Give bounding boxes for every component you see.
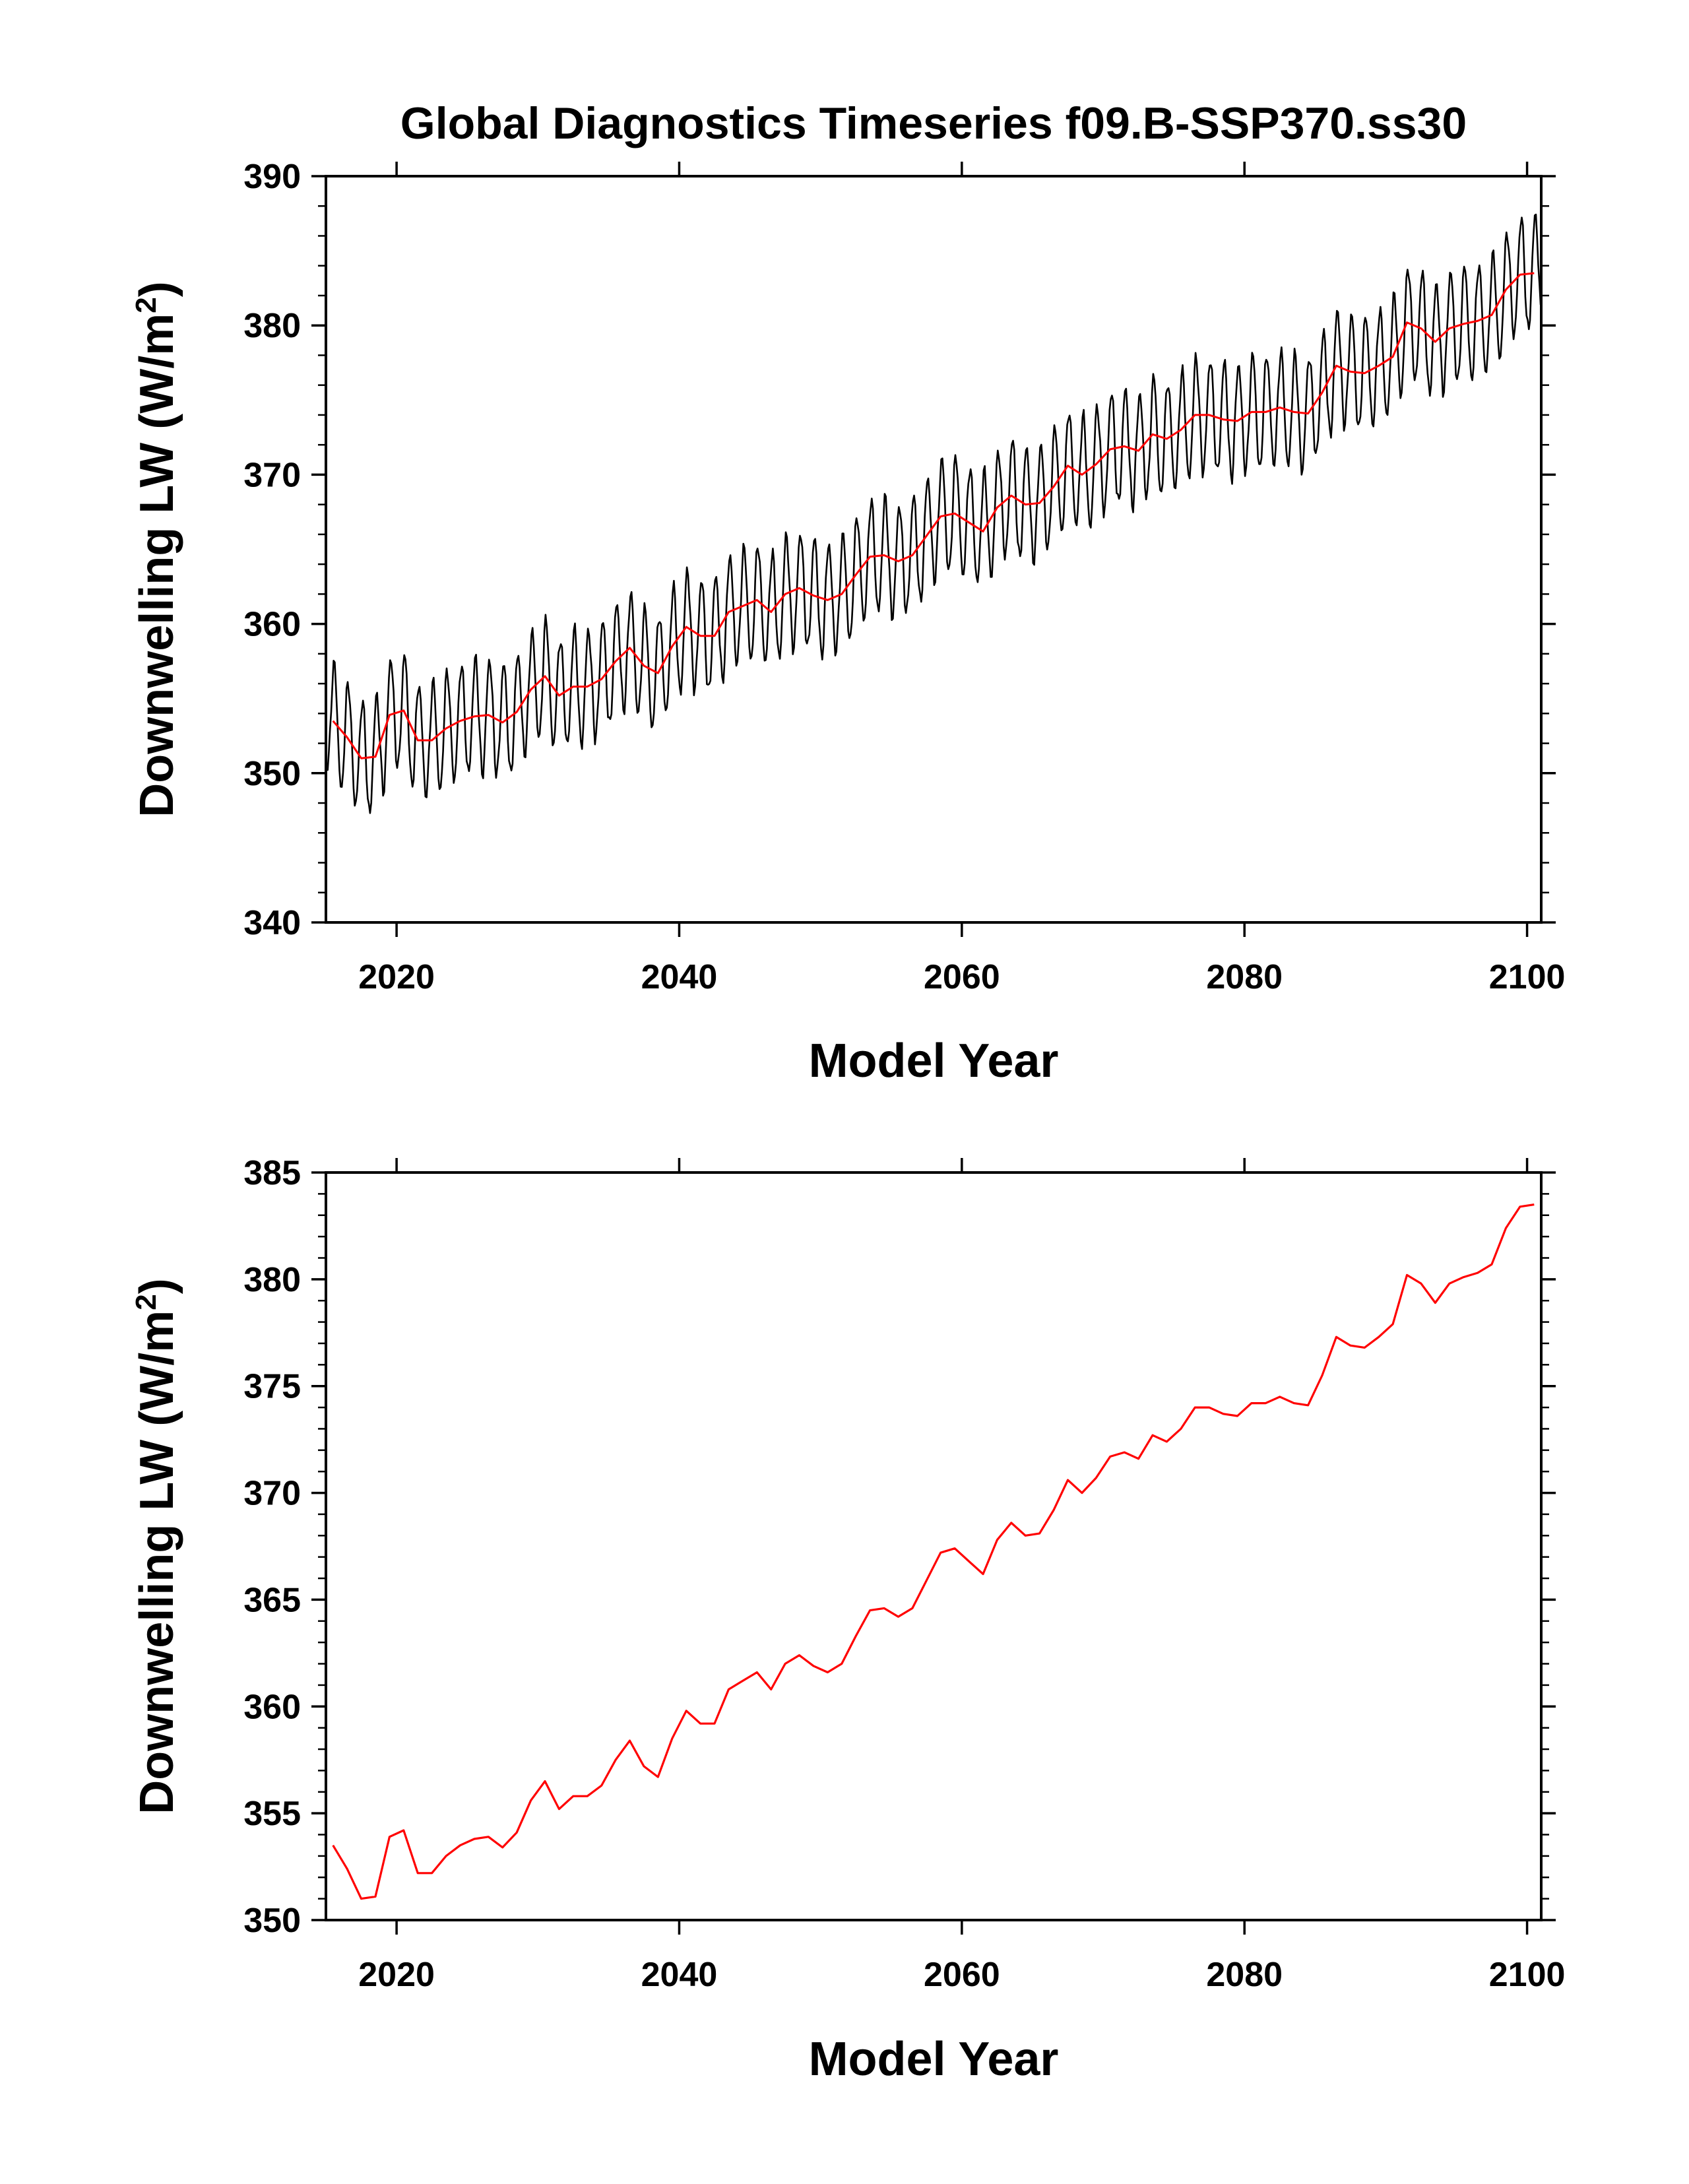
x-tick-label: 2040: [641, 1956, 718, 1994]
y-tick-label: 385: [243, 1154, 301, 1192]
bottom-panel-series: [332, 1204, 1535, 1900]
x-tick-label: 2040: [641, 958, 718, 996]
bottom-panel-ticks: [311, 1158, 1556, 1935]
y-tick-label: 390: [243, 158, 301, 196]
bottom-panel-annual: 2020 2040 2060 2080 2100 350 355 360 365 370 375 38…: [130, 1154, 1565, 2086]
y-tick-label: 380: [243, 1261, 301, 1299]
y-tick-label: 365: [243, 1581, 301, 1619]
x-tick-label: 2080: [1206, 1956, 1283, 1994]
bottom-panel-tick-labels: 2020 2040 2060 2080 2100 350 355 360 365 370 375 38…: [243, 1154, 1565, 1994]
y-tick-label: 360: [243, 1688, 301, 1726]
x-tick-label: 2060: [924, 958, 1000, 996]
top-panel-y-axis-title-sup: 2: [130, 297, 162, 313]
x-tick-label: 2080: [1206, 958, 1283, 996]
y-tick-label: 350: [243, 1902, 301, 1940]
y-tick-label: 340: [243, 904, 301, 942]
annual-mean-series-line: [332, 272, 1535, 759]
x-tick-label: 2060: [924, 1956, 1000, 1994]
top-panel-frame: [325, 175, 1543, 924]
y-tick-label: 350: [243, 755, 301, 793]
y-tick-label: 360: [243, 606, 301, 644]
bottom-panel-x-axis-title: Model Year: [809, 2033, 1059, 2086]
top-panel-y-axis-title: Downwelling LW (W/m2): [130, 281, 183, 817]
y-tick-label: 380: [243, 307, 301, 345]
top-panel-y-axis-title-main: Downwelling LW (W/m: [131, 313, 183, 818]
bottom-panel-frame: [325, 1171, 1543, 1921]
bottom-panel-y-axis-title-sup: 2: [130, 1294, 162, 1310]
top-panel-tick-labels: 2020 2040 2060 2080 2100 340 350 360 370 380 390: [243, 158, 1565, 996]
y-tick-label: 375: [243, 1368, 301, 1406]
x-tick-label: 2020: [358, 958, 435, 996]
annual-mean-series-line: [332, 1204, 1535, 1900]
y-tick-label: 370: [243, 456, 301, 494]
bottom-panel-y-axis-title-close: ): [131, 1278, 183, 1294]
y-tick-label: 355: [243, 1795, 301, 1833]
x-tick-label: 2100: [1489, 958, 1566, 996]
bottom-panel-y-axis-title: Downwelling LW (W/m2): [130, 1278, 183, 1814]
top-panel-monthly-and-annual: 2020 2040 2060 2080 2100 340 350 360 370 380 390 M…: [130, 158, 1565, 1087]
figure-title: Global Diagnostics Timeseries f09.B-SSP3…: [400, 98, 1467, 148]
top-panel-ticks: [311, 162, 1556, 937]
top-panel-series: [325, 213, 1542, 814]
monthly-series-line: [325, 213, 1542, 814]
x-tick-label: 2020: [358, 1956, 435, 1994]
top-panel-x-axis-title: Model Year: [809, 1035, 1059, 1087]
y-tick-label: 370: [243, 1475, 301, 1513]
bottom-panel-y-axis-title-main: Downwelling LW (W/m: [131, 1310, 183, 1815]
x-tick-label: 2100: [1489, 1956, 1566, 1994]
top-panel-y-axis-title-close: ): [131, 281, 183, 297]
